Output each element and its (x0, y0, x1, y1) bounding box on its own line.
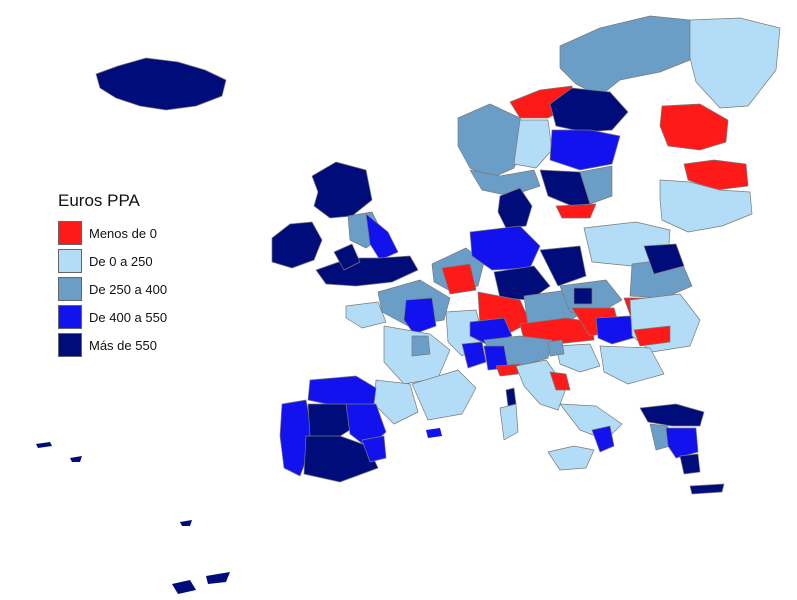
region-england-south (315, 255, 419, 287)
legend-swatch-blue (58, 305, 82, 329)
region-denmark (497, 187, 533, 229)
region-spain-castile (307, 403, 357, 441)
region-germany-northwest (441, 263, 477, 295)
region-france-brittany (345, 301, 387, 329)
region-england-central (365, 213, 399, 261)
region-croatia (555, 343, 601, 373)
region-italy-calabria (591, 425, 615, 453)
legend-label: De 0 a 250 (89, 253, 153, 269)
region-greece-attica (679, 453, 701, 475)
region-wales (333, 243, 361, 271)
region-bulgaria (599, 345, 665, 385)
legend-swatch-navy (58, 333, 82, 357)
region-azores (36, 442, 82, 462)
region-slovenia (547, 339, 565, 357)
region-france-paris (403, 297, 437, 335)
region-sweden-middle (549, 129, 621, 171)
legend-label: Menos de 0 (89, 225, 157, 241)
region-norway-north (559, 15, 691, 97)
legend-label: Más de 550 (89, 337, 157, 353)
region-spain-murcia (361, 435, 387, 463)
region-romania-south (633, 325, 671, 347)
legend-title: Euros PPA (58, 191, 140, 210)
region-czech-prague (573, 287, 593, 305)
region-madeira (180, 520, 192, 526)
region-greece-north (639, 403, 705, 427)
region-france-south (411, 369, 477, 421)
region-spain-south (303, 435, 379, 483)
region-italy-lazio (549, 371, 571, 391)
region-scotland (311, 161, 373, 219)
legend-swatch-red (58, 221, 82, 245)
map-legend: Euros PPA Menos de 0 De 0 a 250 De 250 a… (58, 191, 167, 359)
region-baltics (659, 179, 753, 233)
legend-item: De 250 a 400 (58, 275, 167, 303)
region-norway-south (469, 169, 541, 197)
region-finland-south (683, 159, 749, 191)
region-baleares (426, 428, 442, 438)
region-hungary (595, 315, 641, 345)
region-italy-liguria (495, 363, 521, 377)
legend-label: De 400 a 550 (89, 309, 168, 325)
region-crete (689, 483, 725, 495)
region-iceland (95, 57, 227, 111)
region-sicily (547, 445, 595, 471)
region-germany-middle (493, 265, 551, 301)
region-spain-north (307, 375, 377, 407)
legend-item: De 400 a 550 (58, 303, 167, 331)
legend-swatch-steel-blue (58, 277, 82, 301)
region-italy-south (559, 403, 623, 441)
region-norway-oslo (513, 119, 553, 169)
region-canarias (172, 572, 230, 594)
region-corsica (505, 387, 517, 407)
region-germany-east (539, 245, 587, 287)
region-greece-center (665, 427, 699, 459)
legend-item: De 0 a 250 (58, 247, 167, 275)
region-france-limousin (411, 335, 431, 357)
region-norway-west (457, 103, 527, 179)
legend-item: Menos de 0 (58, 219, 167, 247)
region-finland-east (659, 103, 729, 151)
region-sweden-north (549, 87, 629, 133)
legend-label: De 250 a 400 (89, 281, 168, 297)
legend-swatch-light-blue (58, 249, 82, 273)
region-finland-north (689, 17, 781, 109)
region-sardinia (499, 403, 519, 441)
region-poland-lublin (643, 243, 685, 275)
region-ireland (271, 221, 323, 269)
region-sweden-south (555, 203, 597, 219)
region-france-alps (461, 341, 487, 369)
legend-item: Más de 550 (58, 331, 167, 359)
